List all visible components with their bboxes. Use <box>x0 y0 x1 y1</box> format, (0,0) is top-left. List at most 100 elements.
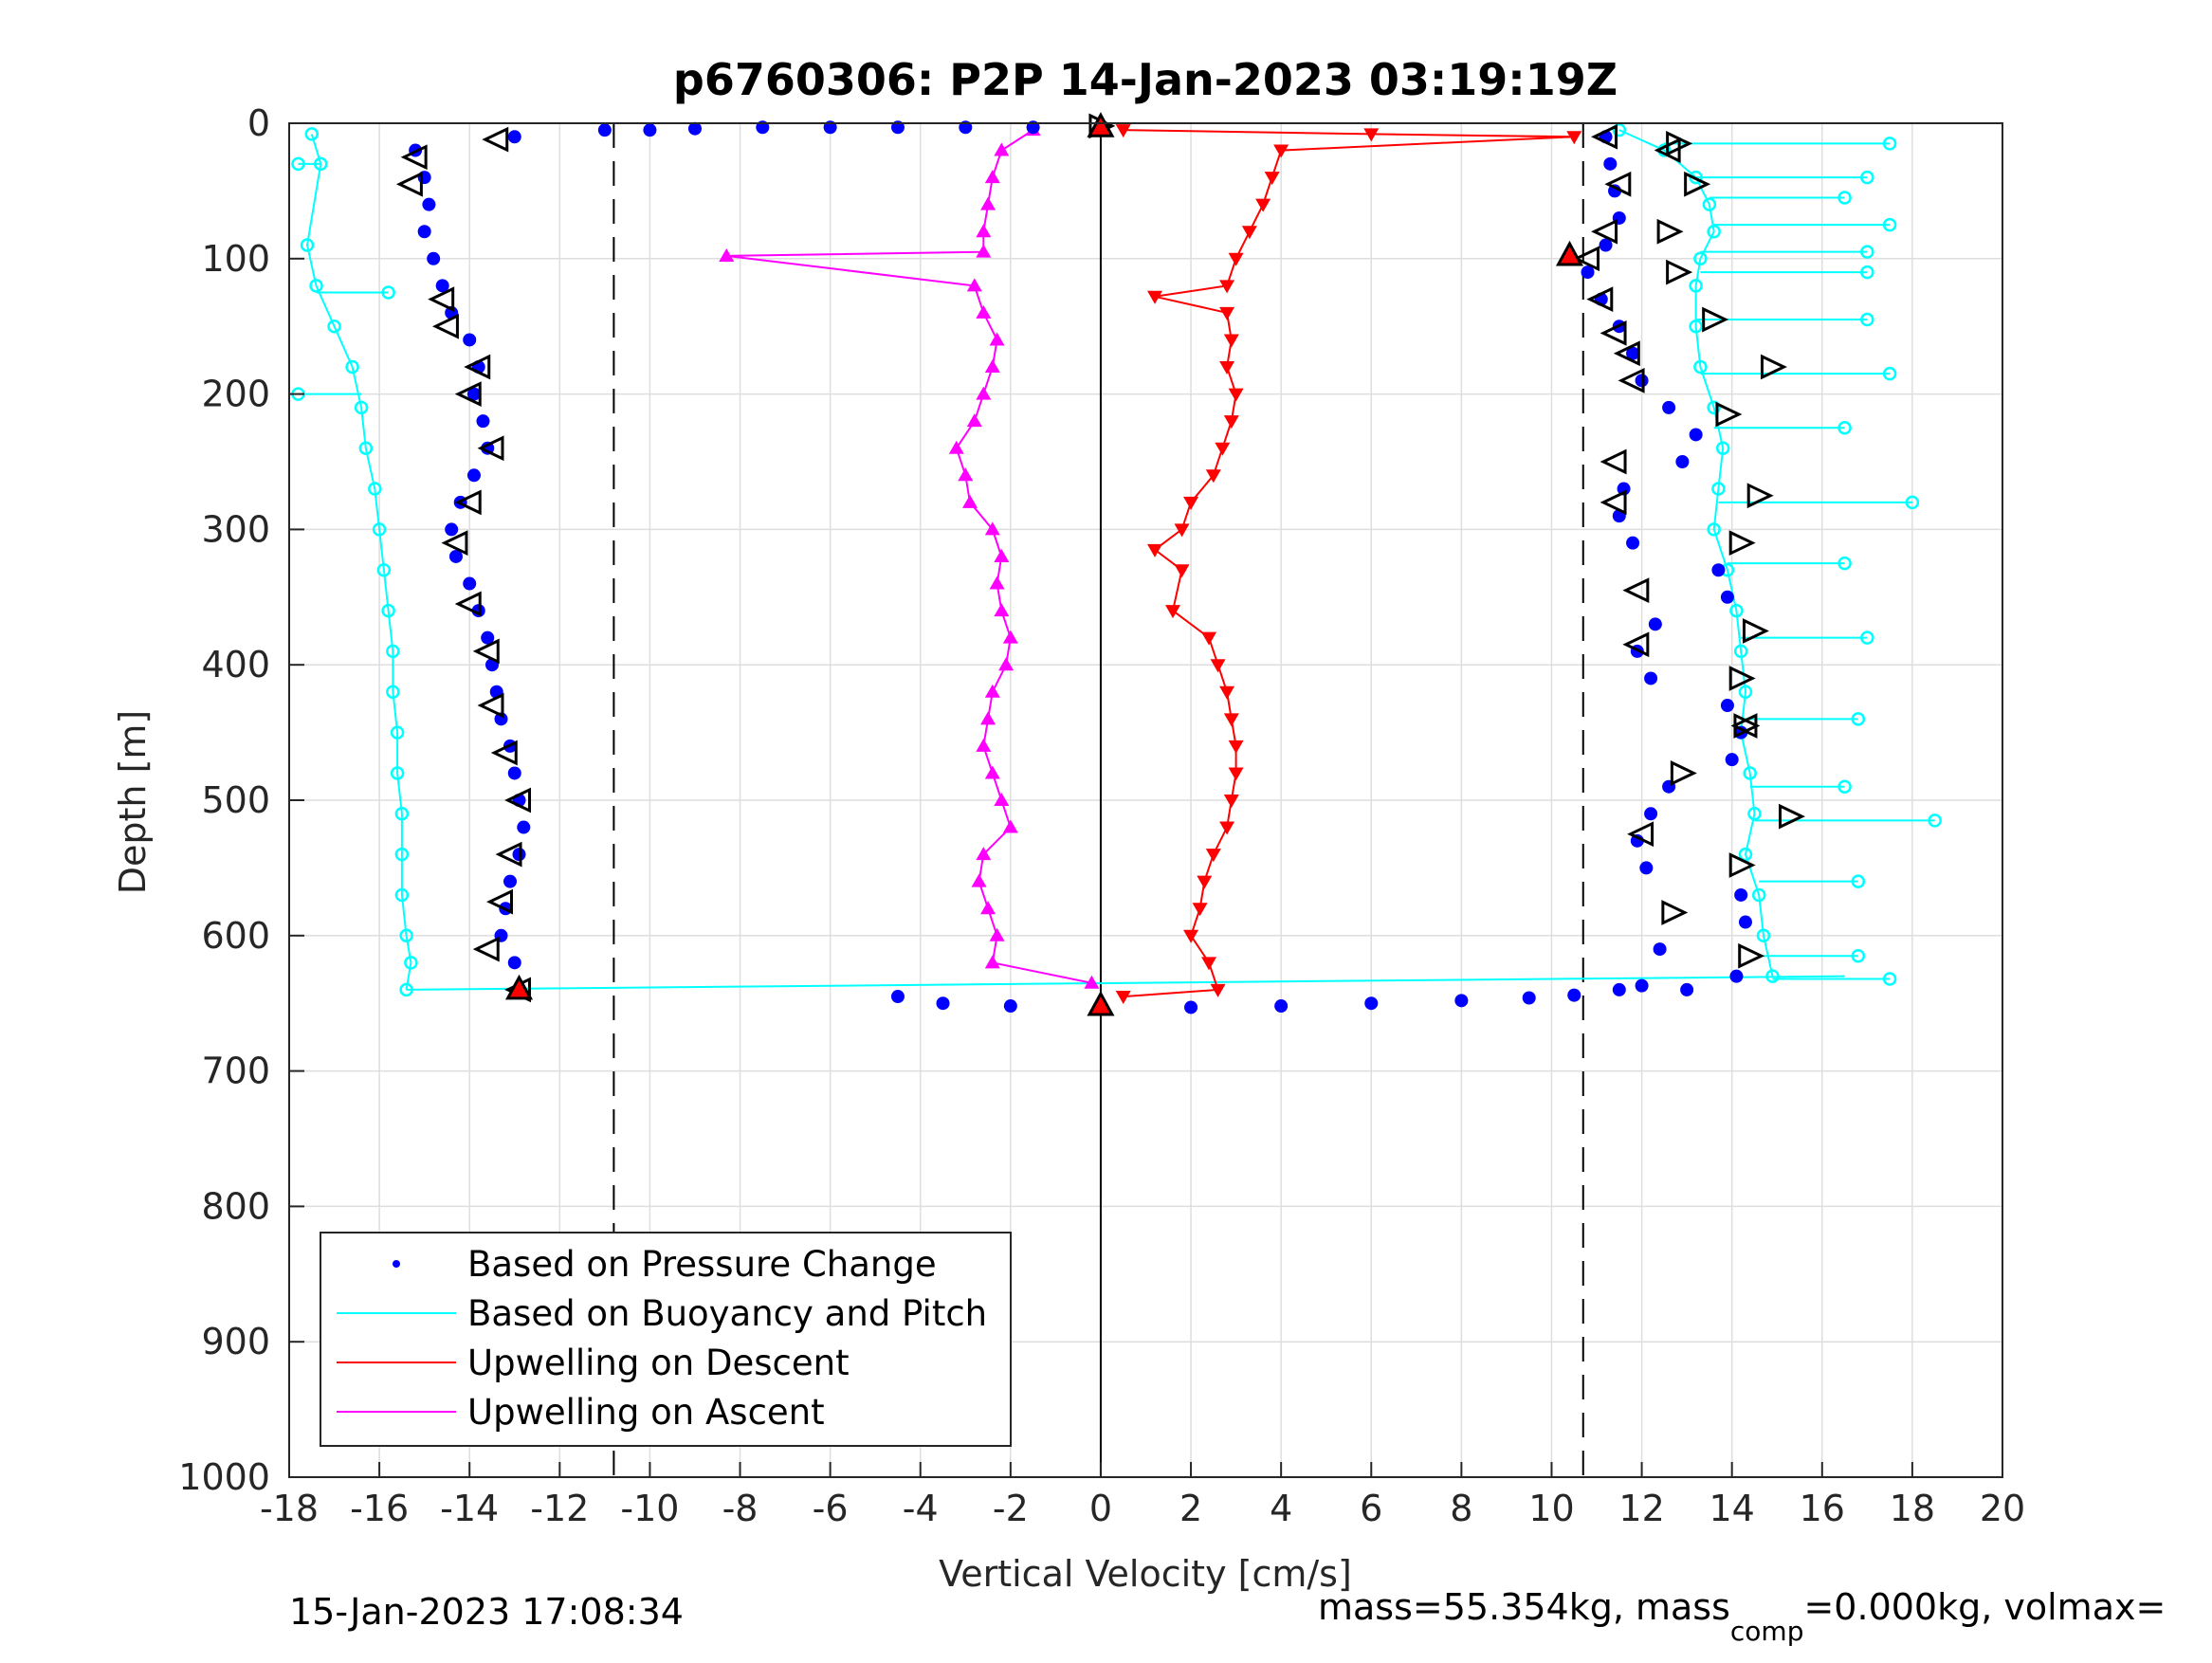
buoyancy-point <box>1612 122 1627 137</box>
upwelling-ascent-point <box>994 548 1010 562</box>
upwelling-ascent-point <box>962 494 978 508</box>
buoyancy-point <box>1851 948 1866 963</box>
buoyancy-point <box>1851 874 1866 888</box>
left-marker <box>490 740 518 766</box>
x-tick-label: 18 <box>1890 1488 1935 1529</box>
pressure-point <box>1720 590 1734 604</box>
pressure-point <box>1635 978 1649 993</box>
buoyancy-point <box>1707 224 1721 239</box>
pressure-point <box>1626 346 1640 360</box>
pressure-point <box>936 996 950 1011</box>
buoyancy-point <box>399 928 413 943</box>
x-tick-label: 16 <box>1800 1488 1845 1529</box>
legend-entry-label: Upwelling on Descent <box>467 1343 850 1383</box>
y-tick-label: 200 <box>201 374 270 415</box>
buoyancy-point <box>386 685 400 700</box>
upwelling-descent-point <box>1219 280 1235 294</box>
upwelling-descent-point <box>1223 713 1239 727</box>
buoyancy-point <box>1707 522 1721 537</box>
right-marker <box>1661 900 1689 925</box>
right-marker <box>1702 306 1729 333</box>
upwelling-descent-point <box>1219 685 1235 700</box>
upwelling-descent-point <box>1273 144 1289 158</box>
turn-marker <box>1087 990 1115 1016</box>
upwelling-descent-point <box>1201 631 1217 646</box>
upwelling-descent-point <box>1223 795 1239 808</box>
x-tick-label: -14 <box>440 1488 499 1529</box>
pressure-point <box>1274 999 1289 1014</box>
upwelling-ascent-point <box>984 765 1000 779</box>
turn-marker <box>1555 240 1584 266</box>
y-tick-label: 300 <box>201 508 270 550</box>
pressure-point <box>448 549 463 563</box>
buoyancy-point <box>1837 779 1852 794</box>
buoyancy-point <box>291 156 305 172</box>
legend-box <box>320 1232 1012 1447</box>
upwelling-descent-point <box>1228 252 1244 266</box>
x-tick-label: -4 <box>903 1488 939 1529</box>
upwelling-descent-point <box>1174 523 1190 538</box>
pressure-point <box>1729 969 1744 983</box>
pressure-point <box>643 123 657 137</box>
pressure-point <box>463 576 477 591</box>
chart-title: p6760306: P2P 14-Jan-2023 03:19:19Z <box>673 54 1618 105</box>
y-tick-label: 0 <box>247 102 270 144</box>
buoyancy-point <box>327 319 341 334</box>
buoyancy-point <box>394 807 410 821</box>
buoyancy-point <box>1837 556 1852 571</box>
upwelling-descent-point <box>1255 198 1271 212</box>
upwelling-ascent-point <box>976 386 992 400</box>
x-tick-label: -2 <box>993 1488 1029 1529</box>
buoyancy-point <box>1689 319 1703 334</box>
left-marker <box>1600 448 1627 475</box>
buoyancy-point <box>1747 807 1762 821</box>
buoyancy-point <box>1711 482 1726 496</box>
right-marker <box>1746 483 1774 509</box>
left-marker <box>1600 320 1627 346</box>
pressure-point <box>1364 996 1379 1011</box>
left-marker <box>1600 489 1627 516</box>
upwelling-descent-point <box>1223 334 1239 348</box>
pressure-point <box>1662 400 1676 414</box>
buoyancy-point <box>309 279 323 293</box>
left-marker <box>1622 577 1650 604</box>
right-marker <box>1728 530 1756 557</box>
upwelling-ascent-point <box>1002 630 1018 644</box>
pressure-point <box>1599 238 1613 252</box>
buoyancy-point <box>1882 137 1897 151</box>
left-marker <box>454 489 482 516</box>
pressure-point <box>1454 994 1469 1008</box>
left-marker <box>472 936 500 962</box>
upwelling-ascent-point <box>984 521 1000 536</box>
right-marker <box>1728 852 1756 878</box>
upwelling-ascent-point <box>719 247 735 262</box>
y-tick-label: 900 <box>201 1321 270 1362</box>
buoyancy-point <box>381 603 395 618</box>
buoyancy-point <box>1751 887 1766 903</box>
upwelling-descent-point <box>1201 957 1217 971</box>
upwelling-ascent-point <box>966 278 982 292</box>
y-tick-label: 500 <box>201 779 270 821</box>
pressure-point <box>1626 536 1640 550</box>
pressure-point <box>507 130 521 144</box>
axes: -18 -16 -14 -12 -10 -8 -6 -4 -2 0 2 4 6 8 10 12 14 16 18 20… <box>178 102 2025 1529</box>
upwelling-ascent-point <box>984 684 1000 698</box>
upwelling-ascent-point <box>994 603 1010 617</box>
pressure-point <box>1734 887 1748 902</box>
upwelling-ascent-point <box>998 657 1015 671</box>
plot-area <box>291 112 1942 1016</box>
buoyancy-point <box>394 887 410 903</box>
upwelling-ascent-point <box>989 927 1005 941</box>
pressure-point <box>1711 563 1726 577</box>
pressure-point <box>1003 999 1017 1014</box>
x-tick-label: 12 <box>1618 1488 1664 1529</box>
pressure-point <box>466 387 481 401</box>
buoyancy-point <box>1905 495 1920 510</box>
x-tick-label: 2 <box>1179 1488 1202 1529</box>
x-tick-label: 0 <box>1089 1488 1112 1529</box>
buoyancy-point <box>1738 847 1753 862</box>
x-tick-label: -16 <box>350 1488 409 1529</box>
upwelling-descent-point <box>1147 543 1163 557</box>
upwelling-descent-point <box>1219 306 1235 320</box>
